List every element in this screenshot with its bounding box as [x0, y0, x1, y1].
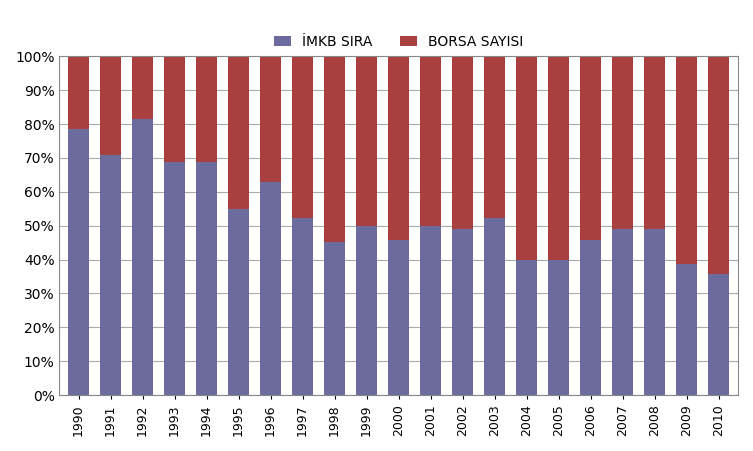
- Bar: [292, 56, 313, 218]
- Bar: [356, 56, 377, 226]
- Bar: [453, 56, 473, 230]
- Bar: [548, 260, 569, 395]
- Bar: [100, 155, 121, 395]
- Bar: [69, 56, 89, 129]
- Bar: [420, 226, 441, 395]
- Bar: [356, 226, 377, 395]
- Bar: [453, 230, 473, 395]
- Bar: [548, 56, 569, 260]
- Bar: [709, 56, 729, 274]
- Bar: [484, 218, 505, 395]
- Bar: [197, 162, 217, 395]
- Bar: [133, 119, 153, 395]
- Bar: [645, 56, 665, 230]
- Bar: [69, 129, 89, 395]
- Bar: [612, 230, 633, 395]
- Legend: İMKB SIRA, BORSA SAYISI: İMKB SIRA, BORSA SAYISI: [269, 29, 529, 55]
- Bar: [325, 242, 345, 395]
- Bar: [100, 56, 121, 155]
- Bar: [581, 56, 601, 240]
- Bar: [517, 260, 537, 395]
- Bar: [420, 56, 441, 226]
- Bar: [389, 240, 409, 395]
- Bar: [676, 264, 697, 395]
- Bar: [517, 56, 537, 260]
- Bar: [484, 56, 505, 218]
- Bar: [612, 56, 633, 230]
- Bar: [228, 209, 249, 395]
- Bar: [261, 56, 281, 182]
- Bar: [389, 56, 409, 240]
- Bar: [645, 230, 665, 395]
- Bar: [228, 56, 249, 209]
- Bar: [133, 56, 153, 119]
- Bar: [164, 56, 185, 162]
- Bar: [164, 162, 185, 395]
- Bar: [581, 240, 601, 395]
- Bar: [325, 56, 345, 242]
- Bar: [676, 56, 697, 264]
- Bar: [709, 274, 729, 395]
- Bar: [197, 56, 217, 162]
- Bar: [261, 182, 281, 395]
- Bar: [292, 218, 313, 395]
